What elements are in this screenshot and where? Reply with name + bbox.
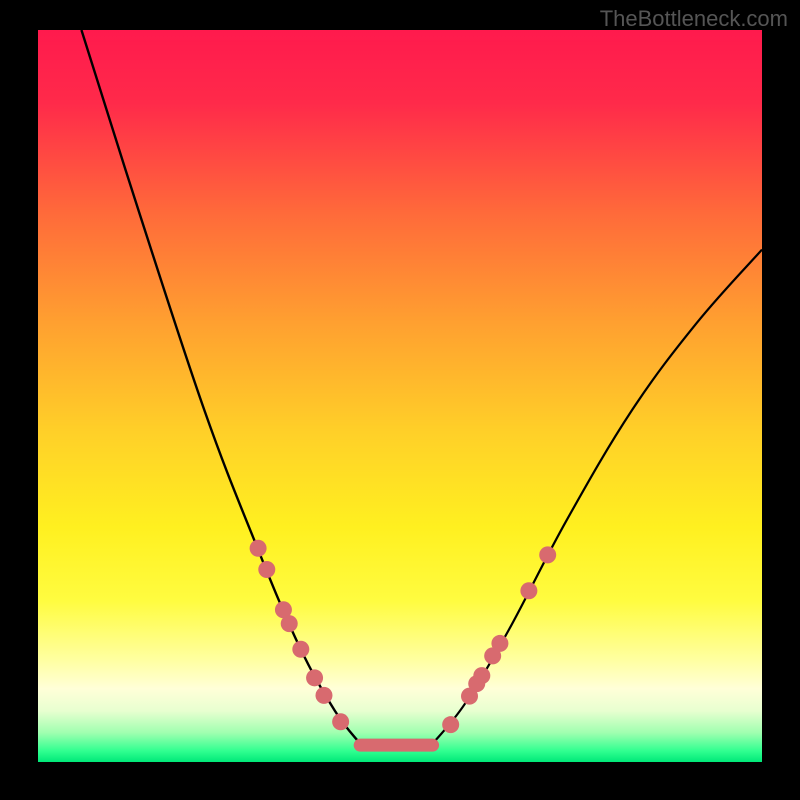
- right-marker: [442, 716, 459, 733]
- left-marker: [306, 669, 323, 686]
- right-marker: [520, 582, 537, 599]
- bottleneck-chart: [38, 30, 762, 762]
- right-marker: [539, 546, 556, 563]
- left-marker: [258, 561, 275, 578]
- left-marker: [315, 687, 332, 704]
- right-marker: [473, 667, 490, 684]
- watermark-text: TheBottleneck.com: [600, 6, 788, 32]
- plot-area: [38, 30, 762, 762]
- right-marker: [491, 635, 508, 652]
- chart-container: TheBottleneck.com: [0, 0, 800, 800]
- left-marker: [281, 615, 298, 632]
- left-marker: [332, 713, 349, 730]
- gradient-background: [38, 30, 762, 762]
- left-marker: [250, 540, 267, 557]
- left-marker: [292, 641, 309, 658]
